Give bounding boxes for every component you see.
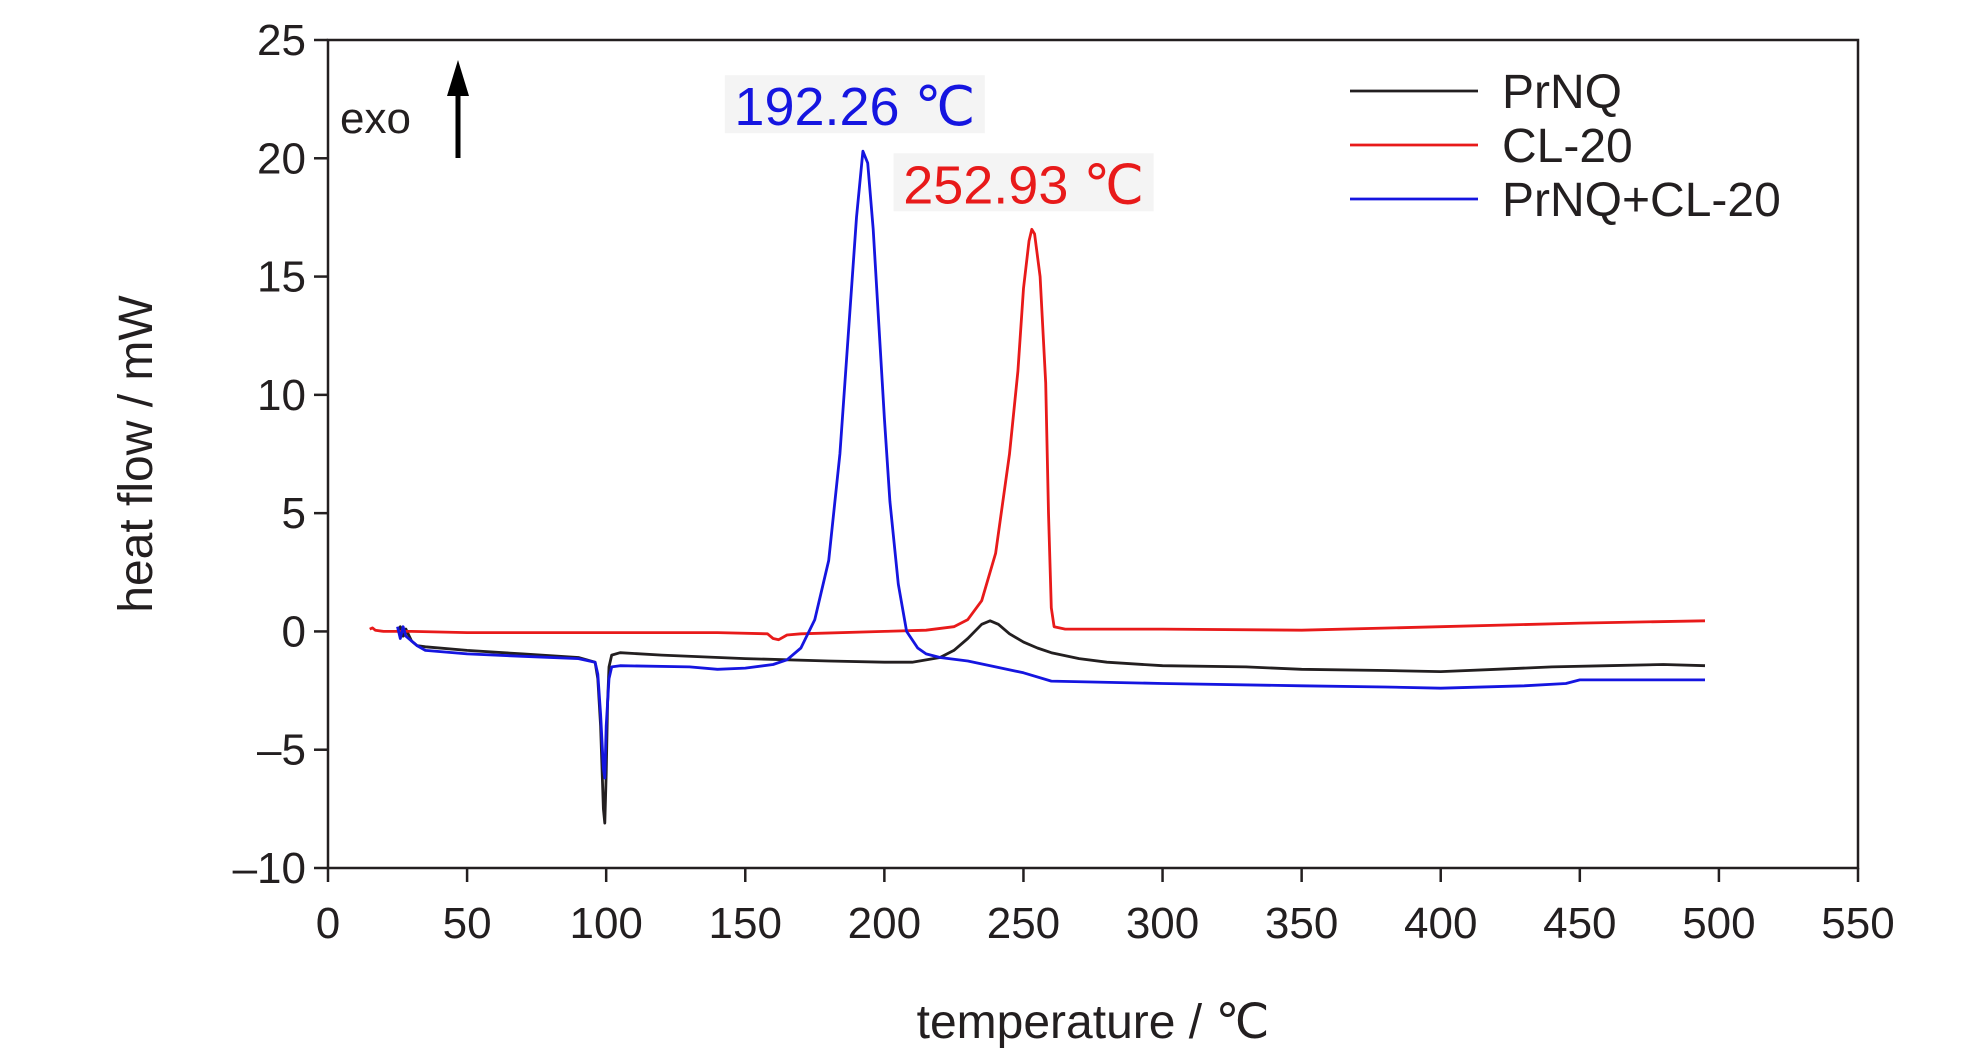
y-tick-label: –10 (233, 844, 306, 893)
x-tick-label: 200 (848, 899, 921, 948)
x-axis-ticks: 0 50 100 150 200 250 300 350 400 450 500 550 (316, 868, 1895, 948)
peak-annotation: 252.93 ℃ (903, 155, 1144, 215)
x-tick-label: 50 (443, 899, 492, 948)
y-tick-label: 25 (257, 16, 306, 65)
y-tick-label: 10 (257, 371, 306, 420)
x-tick-label: 300 (1126, 899, 1199, 948)
exo-indicator: exo (340, 60, 469, 158)
x-tick-label: 450 (1543, 899, 1616, 948)
peak-annotations: 192.26 ℃ 252.93 ℃ (724, 75, 1154, 215)
exo-label: exo (340, 94, 411, 143)
legend-label: PrNQ+CL-20 (1502, 174, 1781, 227)
x-tick-label: 350 (1265, 899, 1338, 948)
x-tick-label: 0 (316, 899, 340, 948)
prnq-line (396, 619, 1706, 825)
x-axis-label: temperature / ℃ (917, 996, 1270, 1049)
x-tick-label: 100 (569, 899, 642, 948)
legend-label: PrNQ (1502, 66, 1622, 119)
cl20-line (369, 227, 1706, 642)
peak-annotation: 192.26 ℃ (734, 77, 975, 137)
y-tick-label: 5 (282, 489, 306, 538)
series-layer (369, 149, 1706, 825)
x-tick-label: 500 (1682, 899, 1755, 948)
legend-label: CL-20 (1502, 120, 1633, 173)
y-axis-label: heat flow / mW (110, 295, 163, 613)
y-tick-label: 0 (282, 607, 306, 656)
prnq-cl20-line (396, 149, 1705, 780)
x-tick-label: 400 (1404, 899, 1477, 948)
annotation-background (724, 75, 985, 134)
y-tick-label: 15 (257, 253, 306, 302)
y-axis-ticks: 25 20 15 10 5 0 –5 –10 (233, 16, 328, 893)
x-tick-label: 250 (987, 899, 1060, 948)
annotation-background (893, 153, 1154, 212)
y-tick-label: 20 (257, 134, 306, 183)
x-tick-label: 150 (709, 899, 782, 948)
plot-frame (326, 38, 1860, 870)
exo-arrowhead-icon (447, 60, 469, 96)
y-tick-label: –5 (257, 726, 306, 775)
x-tick-label: 550 (1821, 899, 1894, 948)
